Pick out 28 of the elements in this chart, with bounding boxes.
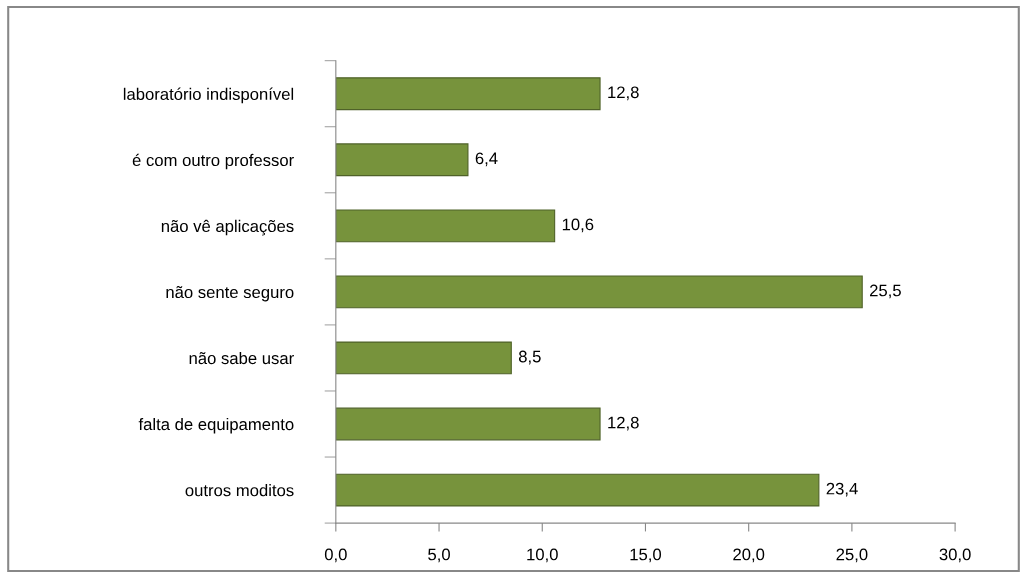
y-tick-label: não vê aplicações <box>161 219 294 236</box>
y-tick-label: é com outro professor <box>132 153 294 170</box>
y-tick-label: não sabe usar <box>189 351 294 365</box>
x-tick-label: 30,0 <box>939 548 971 563</box>
x-tick-label: 25,0 <box>836 548 868 563</box>
bar <box>335 209 556 243</box>
y-tick-label: não sente seguro <box>166 285 294 302</box>
y-tick-label: falta de equipamento <box>138 417 294 434</box>
data-label: 12,8 <box>608 86 639 101</box>
bar <box>335 341 512 375</box>
data-label: 23,4 <box>826 482 858 497</box>
data-label: 25,5 <box>870 284 901 299</box>
bar <box>335 275 863 309</box>
data-label: 10,6 <box>562 218 594 233</box>
x-tick-label: 5,0 <box>428 548 450 563</box>
bar <box>335 407 601 441</box>
bar <box>335 143 469 177</box>
y-tick-label: outros moditos <box>185 484 294 497</box>
data-label: 6,4 <box>475 152 498 167</box>
x-tick-label: 0,0 <box>324 548 347 563</box>
data-label: 8,5 <box>518 350 541 365</box>
x-tick-label: 15,0 <box>630 548 662 563</box>
bar <box>335 77 601 111</box>
x-tick-label: 20,0 <box>733 548 765 563</box>
x-tick-label: 10,0 <box>527 548 558 563</box>
data-label: 12,8 <box>608 416 639 431</box>
y-tick-label: laboratório indisponível <box>123 87 294 104</box>
bar <box>335 473 820 507</box>
